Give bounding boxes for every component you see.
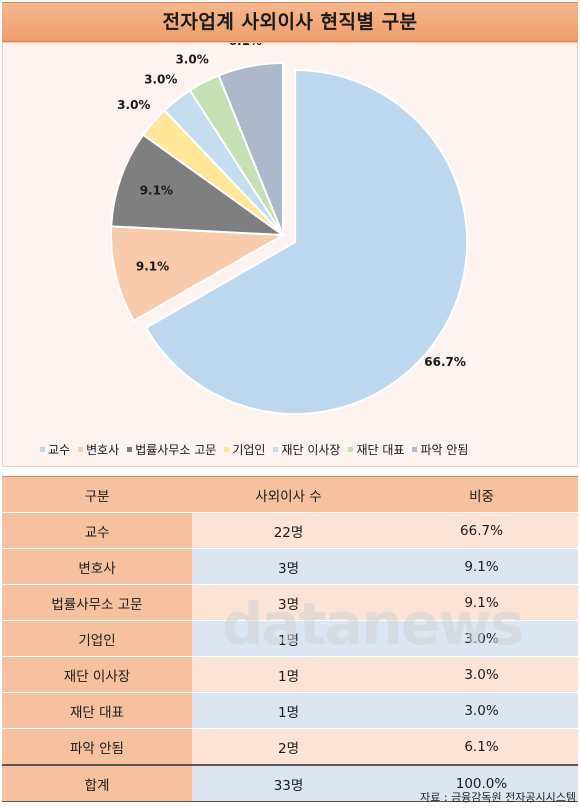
table-row: 교수 22명 66.7% (2, 512, 578, 549)
legend-label: 파악 안됨 (420, 442, 469, 457)
table-row: 기업인 1명 3.0% (2, 620, 578, 657)
legend-label: 재단 대표 (356, 442, 405, 457)
table-row: 법률사무소 고문 3명 9.1% (2, 584, 578, 621)
table-row: 재단 이사장 1명 3.0% (2, 656, 578, 693)
row-share: 9.1% (385, 548, 578, 585)
chart-title: 전자업계 사외이사 현직별 구분 (162, 11, 418, 33)
legend-label: 교수 (48, 442, 71, 457)
total-share: 100.0% (385, 764, 578, 802)
slice-label: 3.0% (175, 52, 208, 66)
row-category: 파악 안됨 (2, 728, 192, 766)
row-count: 2명 (192, 728, 385, 766)
row-count: 22명 (192, 512, 385, 549)
table-header-row: 구분 사외이사 수 비중 (2, 476, 578, 513)
legend-swatch (224, 446, 230, 452)
legend-item: 변호사 (78, 441, 119, 458)
slice-label: 9.1% (140, 184, 173, 198)
title-bar: 전자업계 사외이사 현직별 구분 (2, 2, 578, 42)
row-share: 3.0% (385, 620, 578, 657)
row-share: 66.7% (385, 512, 578, 549)
chart-legend: 교수 변호사 법률사무소 고문 기업인 재단 이사장 재단 대표 파악 안됨 (40, 438, 468, 460)
pie-slice (217, 61, 284, 236)
slice-label: 6.1% (229, 43, 262, 48)
pie-slice (110, 133, 287, 237)
table-row: 파악 안됨 2명 6.1% (2, 728, 578, 766)
legend-swatch (348, 446, 354, 452)
row-count: 1명 (192, 656, 385, 693)
pie-chart: 66.7% 9.1% 9.1% 3.0% 3.0% 3.0% 6.1% (110, 43, 469, 415)
row-category: 기업인 (2, 620, 192, 657)
legend-swatch (412, 446, 418, 452)
source-note: 자료 : 금융감독원 전자공시시스템 (420, 791, 576, 804)
pie-slice (110, 225, 287, 323)
legend-swatch (40, 446, 45, 452)
slice-label: 3.0% (144, 72, 177, 86)
total-count: 33명 (192, 764, 385, 802)
legend-swatch (127, 446, 133, 452)
legend-item: 재단 대표 (348, 441, 404, 458)
row-share: 3.0% (385, 692, 578, 729)
table-total-row: 합계 33명 100.0% (2, 764, 578, 802)
row-share: 6.1% (385, 728, 578, 766)
total-label: 합계 (2, 764, 192, 802)
pie-slice (144, 69, 469, 415)
row-count: 3명 (192, 548, 385, 585)
legend-item: 교수 (40, 441, 70, 458)
legend-label: 기업인 (232, 442, 266, 457)
slice-label: 66.7% (424, 355, 466, 369)
data-table: 구분 사외이사 수 비중 교수 22명 66.7% 변호사 3명 9.1% 법률… (2, 476, 578, 802)
legend-item: 기업인 (224, 441, 265, 458)
row-count: 3명 (192, 584, 385, 621)
row-share: 3.0% (385, 656, 578, 693)
legend-swatch (78, 446, 84, 452)
legend-label: 법률사무소 고문 (135, 442, 217, 457)
legend-label: 재단 이사장 (281, 442, 341, 457)
legend-swatch (273, 446, 279, 452)
header-category: 구분 (2, 476, 192, 513)
row-share: 9.1% (385, 584, 578, 621)
row-category: 법률사무소 고문 (2, 584, 192, 621)
slice-label: 9.1% (136, 259, 169, 273)
legend-item: 법률사무소 고문 (127, 441, 216, 458)
row-category: 재단 대표 (2, 692, 192, 729)
header-share: 비중 (385, 476, 578, 513)
legend-item: 재단 이사장 (273, 441, 340, 458)
legend-label: 변호사 (86, 442, 120, 457)
row-category: 재단 이사장 (2, 656, 192, 693)
header-count: 사외이사 수 (192, 476, 385, 513)
row-count: 1명 (192, 620, 385, 657)
chart-panel: 66.7% 9.1% 9.1% 3.0% 3.0% 3.0% 6.1% (2, 42, 578, 467)
table-row: 변호사 3명 9.1% (2, 548, 578, 585)
slice-label: 3.0% (117, 98, 150, 112)
row-count: 1명 (192, 692, 385, 729)
row-category: 변호사 (2, 548, 192, 585)
legend-item: 파악 안됨 (412, 441, 468, 458)
table-row: 재단 대표 1명 3.0% (2, 692, 578, 729)
row-category: 교수 (2, 512, 192, 549)
